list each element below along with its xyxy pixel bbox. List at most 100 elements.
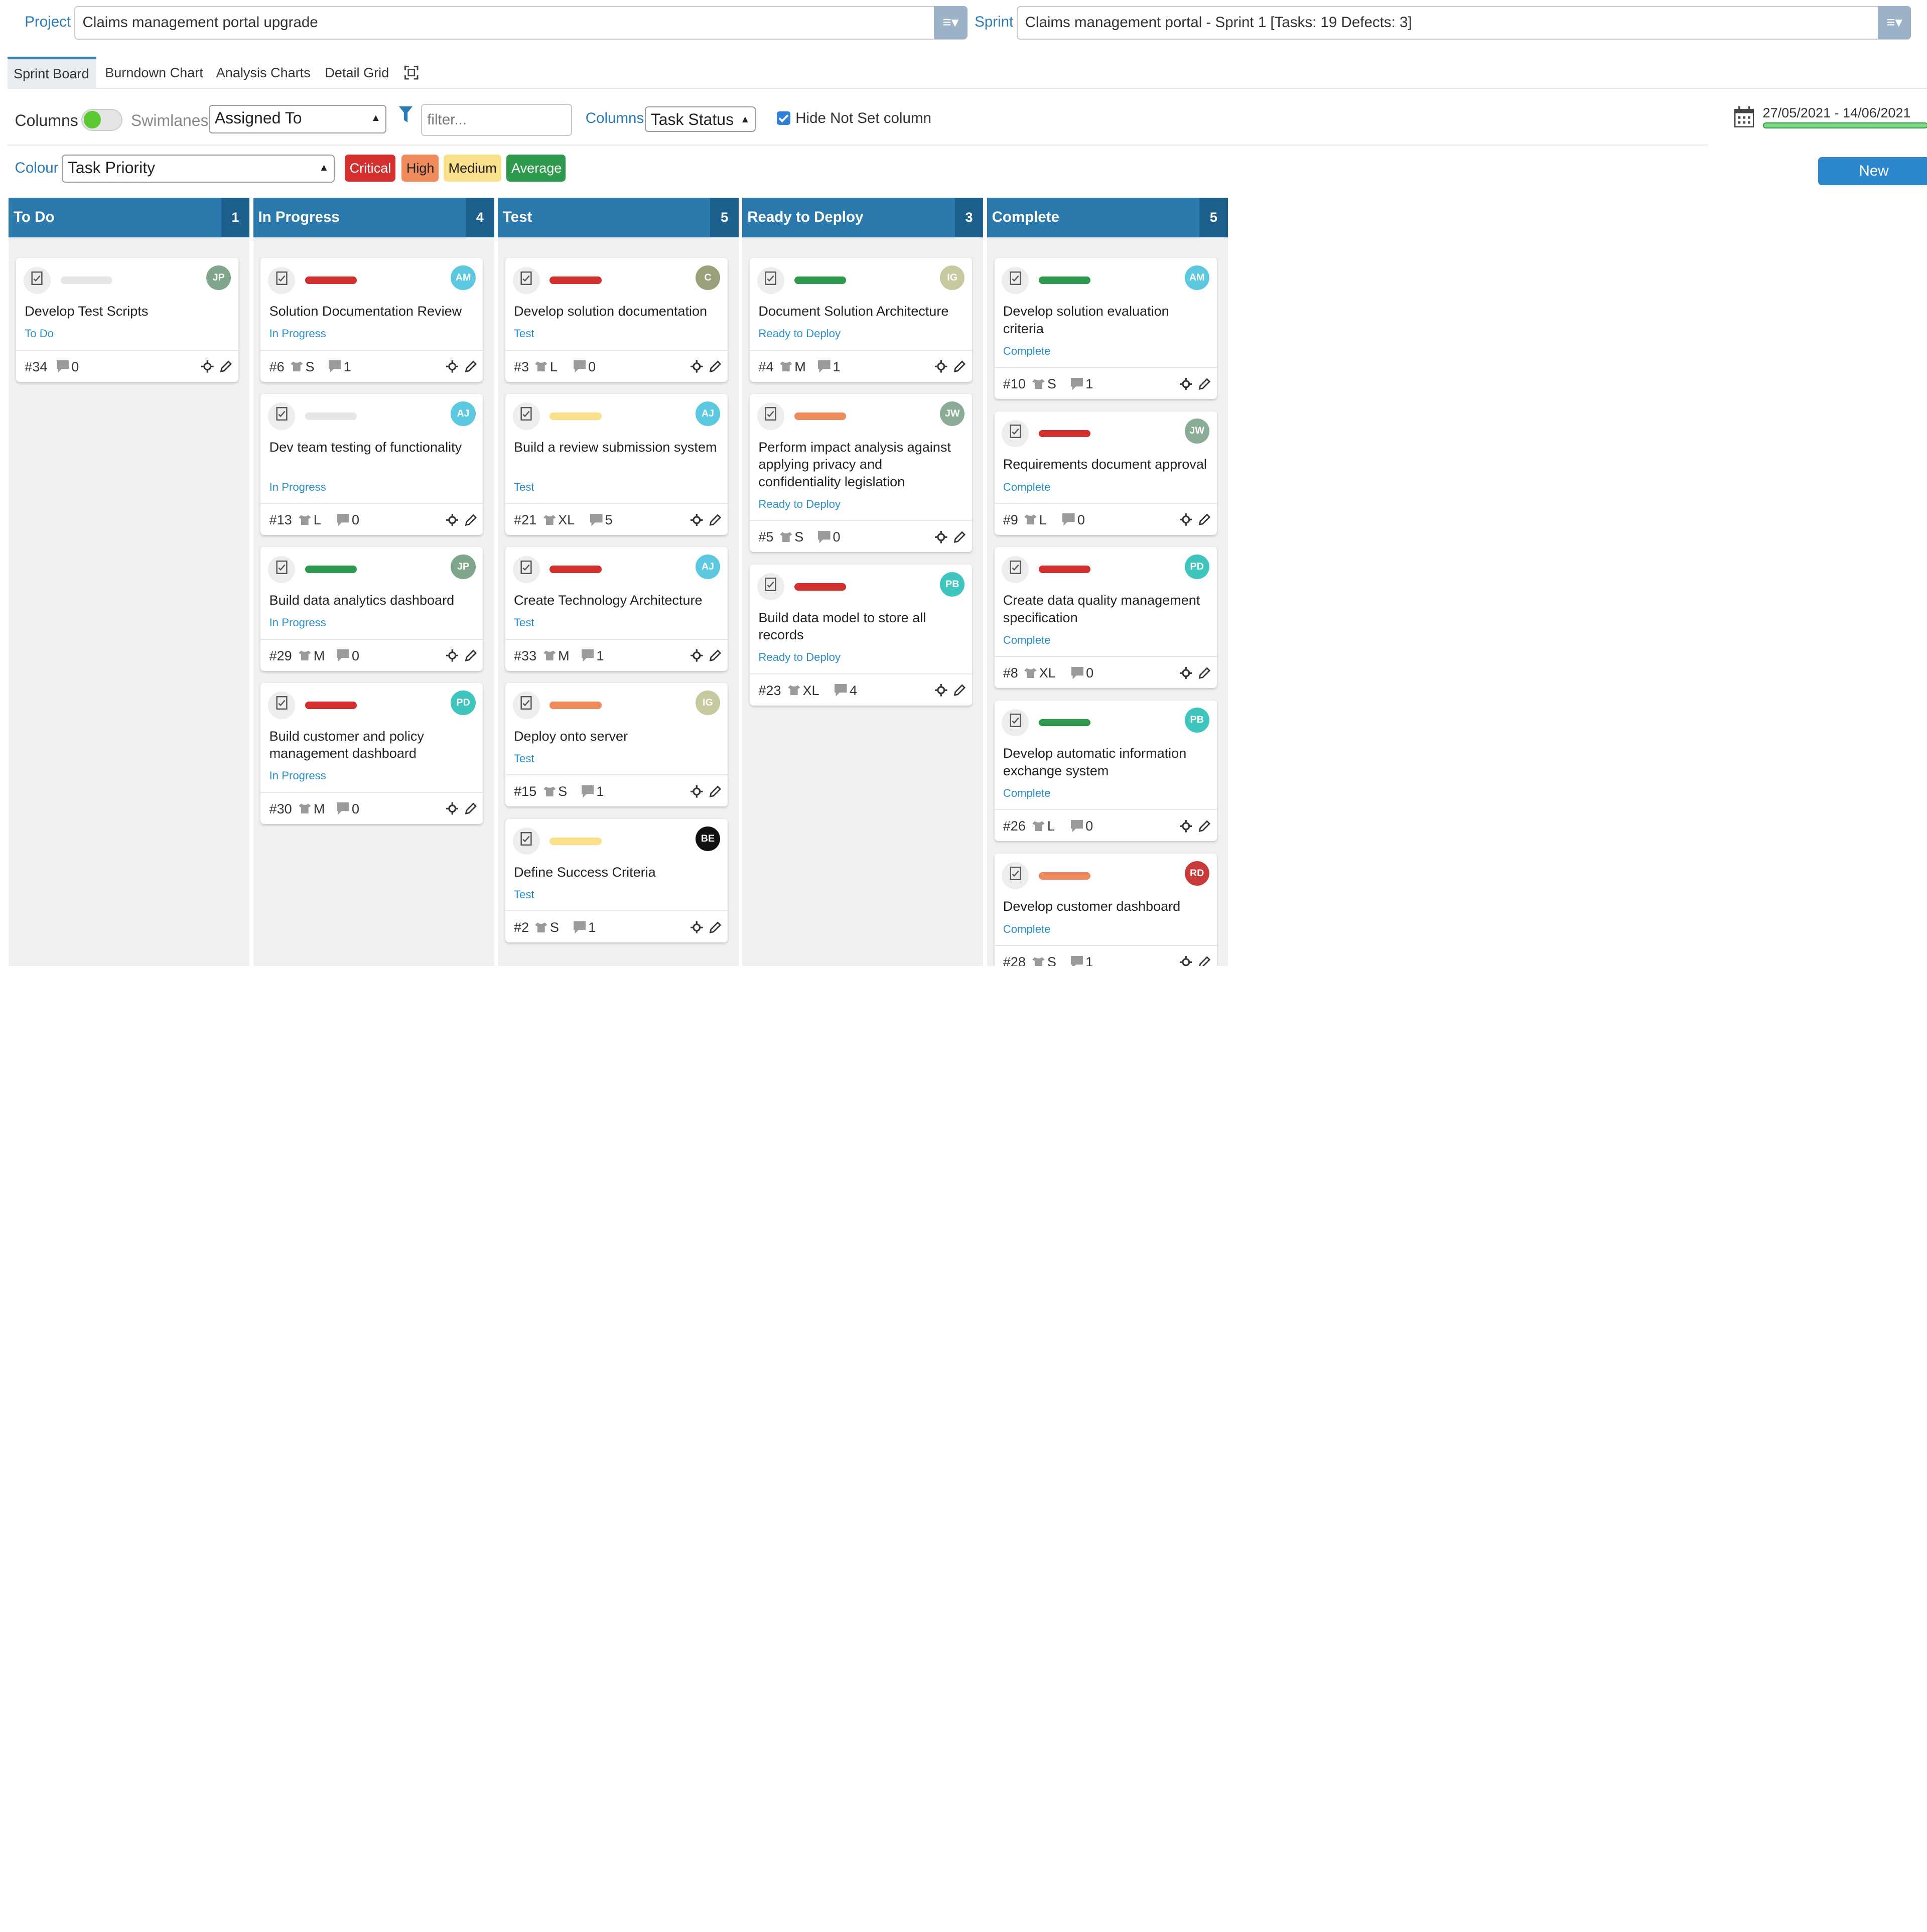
card-title[interactable]: Build data model to store all records xyxy=(758,609,926,642)
task-card[interactable]: AM Develop solution evaluation criteria Co… xyxy=(994,258,1217,399)
card-title[interactable]: Develop automatic information exchange s… xyxy=(1003,745,1187,778)
edit-icon[interactable] xyxy=(953,684,966,698)
card-title[interactable]: Perform impact analysis against applying… xyxy=(758,439,951,489)
settings-icon[interactable] xyxy=(935,360,947,374)
task-card[interactable]: AJ Create Technology Architecture Test #33 M… xyxy=(505,547,728,671)
settings-icon[interactable] xyxy=(690,513,703,528)
settings-icon[interactable] xyxy=(1179,513,1192,527)
filter-input[interactable] xyxy=(421,103,572,136)
settings-icon[interactable] xyxy=(446,649,459,663)
edit-icon[interactable] xyxy=(465,360,477,374)
task-card[interactable]: PD Create data quality management specifi… xyxy=(994,547,1217,688)
edit-icon[interactable] xyxy=(1198,956,1211,966)
settings-icon[interactable] xyxy=(446,360,459,374)
assignee-avatar[interactable]: C xyxy=(695,265,721,291)
tab-sprint-board[interactable]: Sprint Board xyxy=(7,57,96,89)
card-title[interactable]: Document Solution Architecture xyxy=(758,303,949,319)
settings-icon[interactable] xyxy=(446,513,459,528)
project-menu-button[interactable]: ≡▾ xyxy=(934,6,968,40)
task-card[interactable]: C Develop solution documentation Test #3 L 0 xyxy=(505,258,728,382)
edit-icon[interactable] xyxy=(465,649,477,663)
task-card[interactable]: RD Develop customer dashboard Complete #28 S… xyxy=(994,853,1217,966)
assignee-avatar[interactable]: AM xyxy=(451,265,476,291)
settings-icon[interactable] xyxy=(690,785,703,799)
assignee-avatar[interactable]: AJ xyxy=(451,401,476,427)
edit-icon[interactable] xyxy=(220,360,232,374)
assignee-avatar[interactable]: JP xyxy=(451,555,476,580)
swimlanes-select[interactable]: Assigned To ▲ xyxy=(208,105,387,133)
task-card[interactable]: AJ Build a review submission system Test #2… xyxy=(505,394,728,535)
card-title[interactable]: Develop solution evaluation criteria xyxy=(1003,303,1169,336)
settings-icon[interactable] xyxy=(1179,955,1192,966)
edit-icon[interactable] xyxy=(709,360,722,374)
card-title[interactable]: Develop solution documentation xyxy=(513,303,708,319)
settings-icon[interactable] xyxy=(935,530,947,545)
edit-icon[interactable] xyxy=(465,802,477,816)
card-title[interactable]: Requirements document approval xyxy=(1003,456,1207,472)
sprint-select[interactable]: Claims management portal - Sprint 1 [Tas… xyxy=(1016,6,1911,40)
assignee-avatar[interactable]: AJ xyxy=(695,401,721,427)
card-title[interactable]: Develop Test Scripts xyxy=(25,303,149,319)
task-card[interactable]: IG Deploy onto server Test #15 S 1 xyxy=(505,683,728,807)
settings-icon[interactable] xyxy=(201,360,214,374)
colour-select[interactable]: Task Priority ▲ xyxy=(62,154,335,183)
card-title[interactable]: Define Success Criteria xyxy=(513,864,656,880)
task-card[interactable]: JP Build data analytics dashboard In Progr… xyxy=(260,547,483,671)
settings-icon[interactable] xyxy=(935,684,947,698)
edit-icon[interactable] xyxy=(1198,378,1211,392)
settings-icon[interactable] xyxy=(690,921,703,935)
card-title[interactable]: Build data analytics dashboard xyxy=(269,592,455,608)
task-card[interactable]: PB Build data model to store all records R… xyxy=(750,564,973,706)
edit-icon[interactable] xyxy=(953,360,966,374)
card-title[interactable]: Solution Documentation Review xyxy=(269,303,462,319)
assignee-avatar[interactable]: AJ xyxy=(695,555,721,580)
edit-icon[interactable] xyxy=(1198,667,1211,681)
calendar-icon[interactable] xyxy=(1734,106,1754,131)
fullscreen-icon[interactable] xyxy=(398,57,425,89)
tab-analysis-charts[interactable]: Analysis Charts xyxy=(216,65,311,81)
assignee-avatar[interactable]: PB xyxy=(1184,708,1209,733)
edit-icon[interactable] xyxy=(465,514,477,528)
card-title[interactable]: Deploy onto server xyxy=(513,728,628,744)
assignee-avatar[interactable]: JW xyxy=(1184,419,1209,444)
card-title[interactable]: Create Technology Architecture xyxy=(513,592,703,608)
assignee-avatar[interactable]: PB xyxy=(940,572,965,597)
card-title[interactable]: Create data quality management specifica… xyxy=(1003,592,1200,625)
edit-icon[interactable] xyxy=(1198,513,1211,527)
tab-detail-grid[interactable]: Detail Grid xyxy=(325,65,389,81)
settings-icon[interactable] xyxy=(1179,819,1192,834)
settings-icon[interactable] xyxy=(446,802,459,816)
task-card[interactable]: PD Build customer and policy management d… xyxy=(260,683,483,824)
new-button[interactable]: New xyxy=(1818,157,1927,186)
edit-icon[interactable] xyxy=(709,785,722,799)
task-card[interactable]: JW Perform impact analysis against applyi… xyxy=(750,394,973,553)
assignee-avatar[interactable]: PD xyxy=(1184,555,1209,580)
task-card[interactable]: IG Document Solution Architecture Ready to… xyxy=(750,258,973,382)
edit-icon[interactable] xyxy=(709,649,722,663)
task-card[interactable]: AM Solution Documentation Review In Progre… xyxy=(260,258,483,382)
edit-icon[interactable] xyxy=(709,921,722,935)
card-title[interactable]: Develop customer dashboard xyxy=(1003,898,1181,914)
assignee-avatar[interactable]: RD xyxy=(1184,861,1209,886)
task-card[interactable]: JW Requirements document approval Complete… xyxy=(994,411,1217,535)
settings-icon[interactable] xyxy=(690,360,703,374)
assignee-avatar[interactable]: IG xyxy=(695,690,721,716)
project-select[interactable]: Claims management portal upgrade ≡▾ xyxy=(74,6,968,40)
assignee-avatar[interactable]: JP xyxy=(206,265,231,291)
card-title[interactable]: Build a review submission system xyxy=(513,439,717,455)
assignee-avatar[interactable]: IG xyxy=(940,265,965,291)
settings-icon[interactable] xyxy=(690,649,703,663)
task-card[interactable]: BE Define Success Criteria Test #2 S 1 xyxy=(505,818,728,943)
edit-icon[interactable] xyxy=(953,531,966,545)
assignee-avatar[interactable]: PD xyxy=(451,690,476,716)
hide-not-set-checkbox[interactable] xyxy=(777,111,791,125)
card-title[interactable]: Dev team testing of functionality xyxy=(269,439,462,455)
assignee-avatar[interactable]: JW xyxy=(940,401,965,427)
task-card[interactable]: AJ Dev team testing of functionality In Pr… xyxy=(260,394,483,535)
task-card[interactable]: PB Develop automatic information exchange… xyxy=(994,700,1217,842)
card-title[interactable]: Build customer and policy management das… xyxy=(269,728,424,761)
edit-icon[interactable] xyxy=(1198,820,1211,834)
task-card[interactable]: JP Develop Test Scripts To Do #34 0 xyxy=(16,258,239,382)
settings-icon[interactable] xyxy=(1179,377,1192,392)
assignee-avatar[interactable]: AM xyxy=(1184,265,1209,291)
